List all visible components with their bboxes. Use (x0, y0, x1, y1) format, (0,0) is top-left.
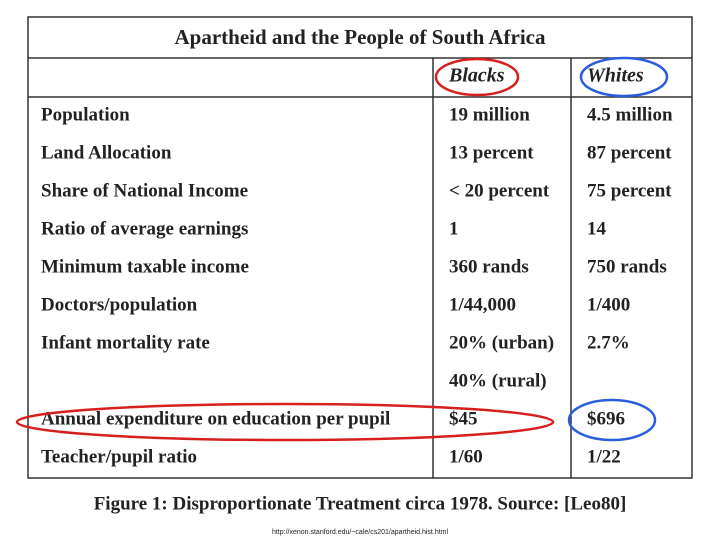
cell: < 20 percent (449, 180, 550, 201)
cell: 14 (587, 218, 607, 239)
row-label: Ratio of average earnings (41, 218, 248, 239)
cell: 40% (rural) (449, 370, 547, 391)
cell: 87 percent (587, 142, 672, 163)
highlight (434, 57, 520, 97)
cell: 13 percent (449, 142, 534, 163)
cell: 4.5 million (587, 104, 673, 125)
row-label: Annual expenditure on education per pupi… (41, 408, 390, 429)
cell: 1/60 (449, 446, 483, 467)
row-label: Teacher/pupil ratio (41, 446, 197, 467)
figure-caption: Figure 1: Disproportionate Treatment cir… (94, 493, 627, 514)
cell: 2.7% (587, 332, 630, 353)
table-body: Population 4.5 million 19 million Land Allo… (41, 104, 673, 467)
cell: 20% (urban) (449, 332, 554, 353)
row-label: Doctors/population (41, 294, 198, 315)
cell: 1/44,000 (449, 294, 516, 315)
cell: 1/22 (587, 446, 621, 467)
cell: 19 million (449, 104, 530, 125)
source-url: http://xenon.stanford.edu/~cale/cs201/ap… (272, 529, 449, 536)
cell: $45 (449, 408, 478, 429)
cell: 360 rands (449, 256, 529, 277)
cell: 75 percent (587, 180, 672, 201)
column-header: Blacks (448, 65, 505, 87)
cell: $696 (587, 408, 625, 429)
highlight (579, 56, 669, 98)
cell: 1/400 (587, 294, 630, 315)
column-header: Whites (587, 65, 644, 87)
row-label: Minimum taxable income (41, 256, 249, 277)
cell: 750 rands (587, 256, 667, 277)
highlight (567, 398, 657, 442)
row-label: Population (41, 104, 130, 125)
highlight (15, 402, 555, 442)
cell: 1 (449, 218, 459, 239)
row-label: Land Allocation (41, 142, 172, 163)
row-label: Share of National Income (41, 180, 248, 201)
table-border (27, 16, 693, 479)
table-title: Apartheid and the People of South Africa (174, 25, 546, 49)
row-label: Infant mortality rate (41, 332, 210, 353)
